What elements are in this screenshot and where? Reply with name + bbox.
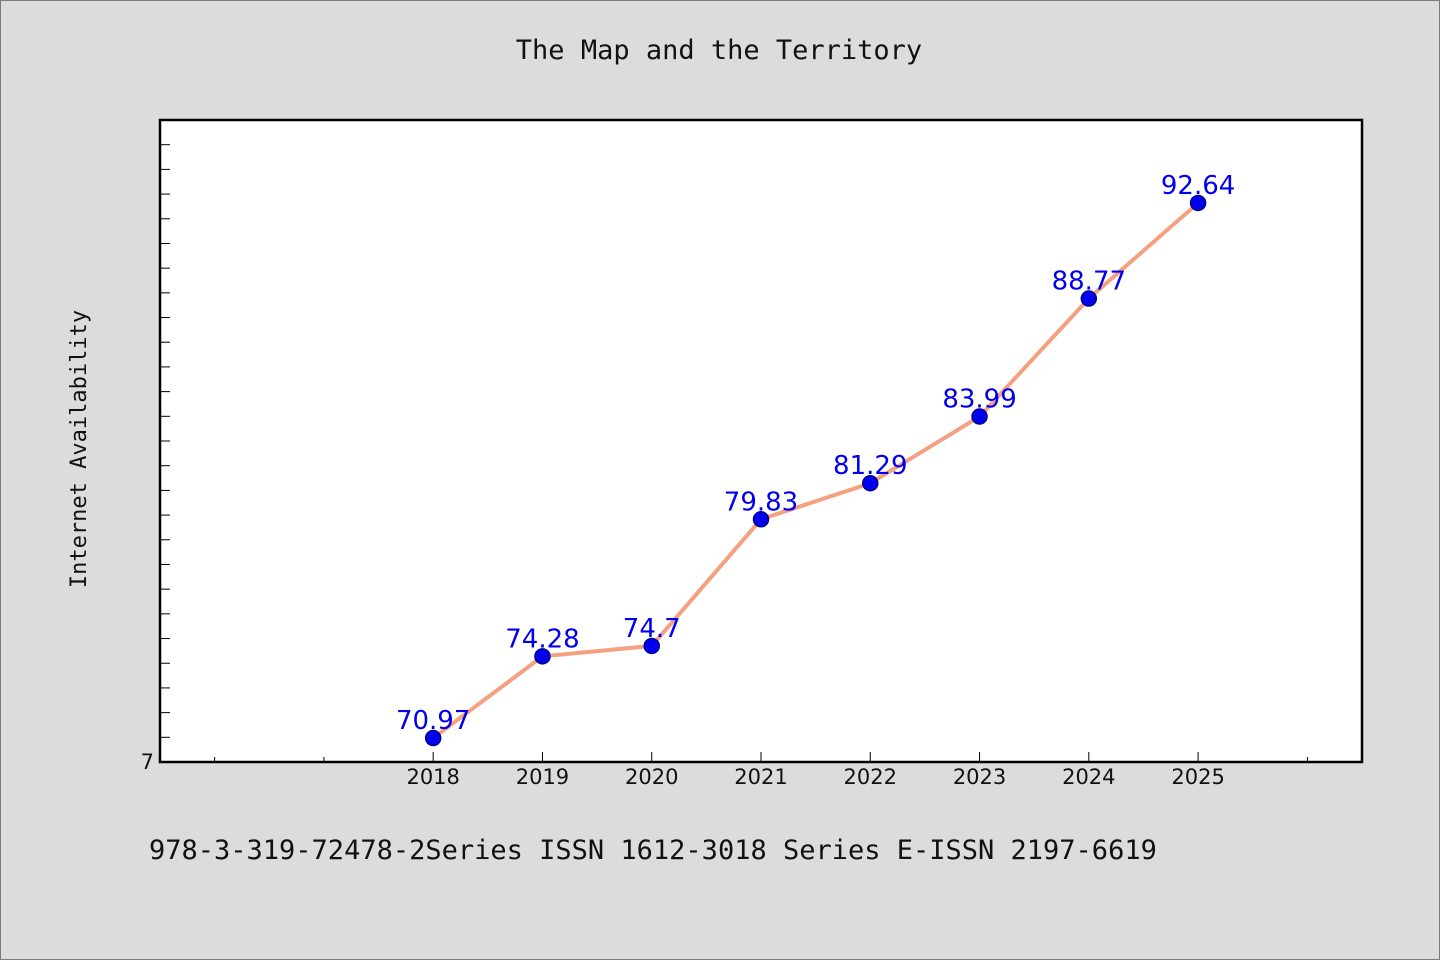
series-line-group (431, 200, 1201, 741)
data-label: 92.64 (1161, 171, 1235, 201)
data-point (971, 408, 988, 425)
x-axis-ticks (214, 752, 1308, 762)
data-label: 83.99 (942, 385, 1016, 415)
data-label-group: 70.97 74.28 74.7 79.83 81.29 83.99 88.77 92.64 (396, 171, 1235, 736)
x-tick-label: 2024 (1062, 765, 1115, 789)
data-point (1189, 194, 1207, 212)
y-axis-ticks (160, 144, 170, 738)
data-label: 79.83 (724, 487, 798, 517)
data-point (862, 474, 879, 492)
data-point (643, 637, 660, 655)
x-tick-label: 2020 (625, 765, 678, 789)
data-point (1080, 290, 1098, 307)
data-label: 88.77 (1052, 267, 1126, 297)
chart-title: The Map and the Territory (515, 35, 923, 66)
data-label: 81.29 (833, 451, 907, 481)
y-tick-label: 7 (141, 750, 154, 774)
data-point (424, 729, 442, 747)
x-tick-label: 2025 (1171, 765, 1224, 789)
series-line (431, 200, 1201, 741)
footer-isbn-issn: 978-3-319-72478-2Series ISSN 1612-3018 S… (149, 835, 1157, 866)
x-tick-label: 2021 (734, 765, 787, 789)
y-axis-tick-labels: 7 (141, 750, 154, 774)
x-tick-label: 2019 (516, 765, 569, 789)
x-tick-label: 2023 (953, 765, 1006, 789)
data-point (752, 511, 770, 528)
x-axis-tick-labels: 2018 2019 2020 2021 2022 2023 2024 2025 (406, 765, 1224, 789)
plot-area (158, 118, 1364, 764)
data-label: 74.7 (623, 614, 681, 644)
x-tick-label: 2022 (844, 765, 897, 789)
y-axis-label: Internet Availability (67, 310, 92, 588)
data-point (534, 648, 551, 665)
data-label: 70.97 (396, 706, 470, 736)
series-marker-group (424, 194, 1207, 747)
data-label: 74.28 (505, 624, 579, 654)
x-tick-label: 2018 (406, 765, 459, 789)
